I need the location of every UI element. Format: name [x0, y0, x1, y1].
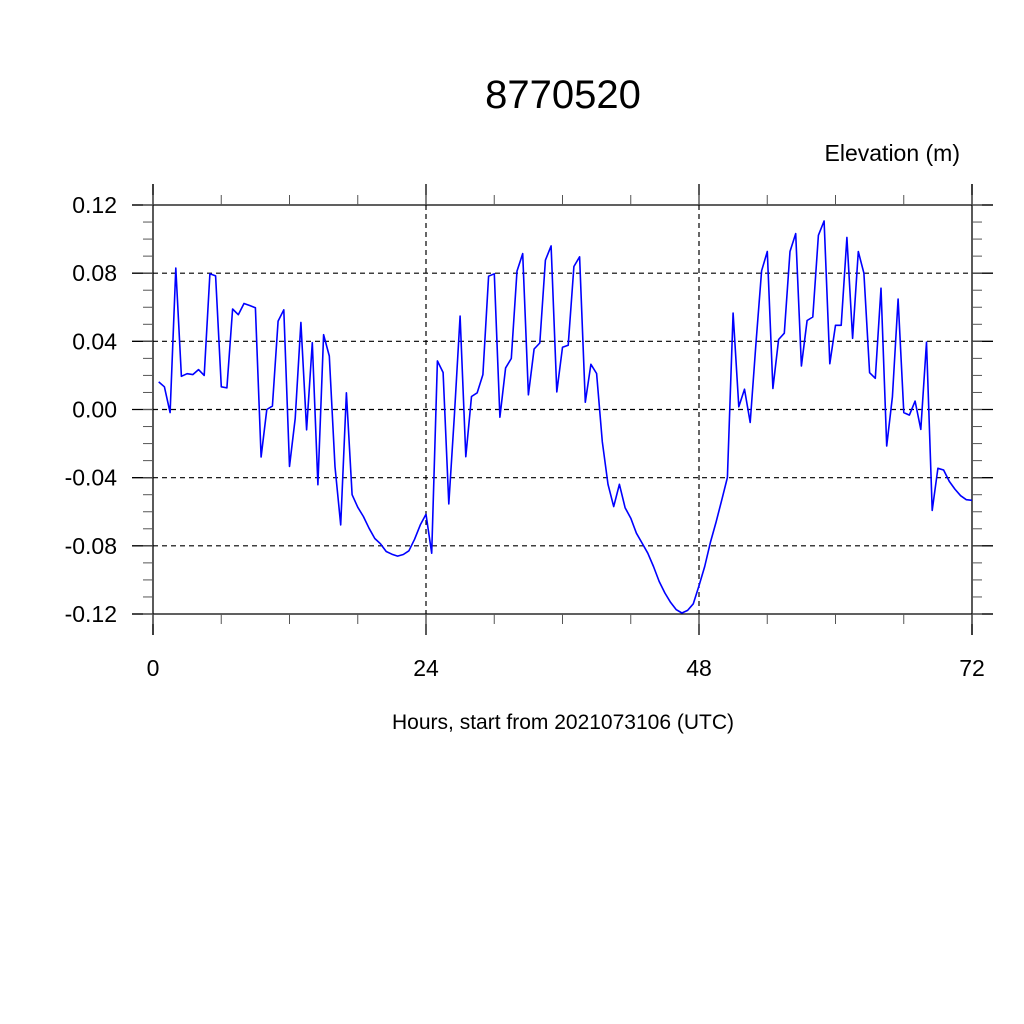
y-axis-label: Elevation (m): [825, 140, 960, 166]
x-tick-label: 0: [147, 655, 160, 681]
y-tick-label: -0.12: [65, 601, 117, 627]
x-axis-label: Hours, start from 2021073106 (UTC): [392, 711, 734, 734]
y-tick-label: -0.08: [65, 533, 117, 559]
grid: [153, 205, 972, 614]
axes: [132, 184, 993, 635]
y-tick-label: 0.00: [72, 397, 117, 423]
x-tick-label: 48: [686, 655, 712, 681]
chart-title: 8770520: [485, 73, 641, 117]
x-tick-label: 72: [959, 655, 985, 681]
x-tick-label: 24: [413, 655, 439, 681]
series-line: [158, 220, 973, 614]
y-tick-label: 0.04: [72, 328, 117, 354]
tick-labels: 0.12 0.08 0.04 0.00 -0.04 -0.08 -0.12 0 24 48 72: [65, 192, 985, 681]
y-tick-label: -0.04: [65, 465, 118, 491]
y-tick-label: 0.12: [72, 192, 117, 218]
y-tick-label: 0.08: [72, 260, 117, 286]
